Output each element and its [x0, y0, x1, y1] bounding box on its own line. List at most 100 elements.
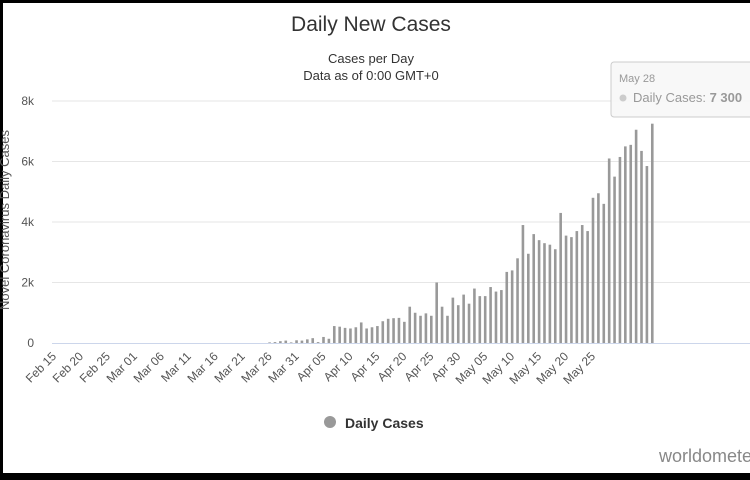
bar[interactable] — [532, 234, 536, 343]
tooltip-date: May 28 — [619, 73, 655, 85]
bar[interactable] — [586, 231, 589, 343]
chart-subtitle-line-1: Cases per Day — [328, 51, 414, 66]
bar[interactable] — [553, 249, 557, 343]
frame-bottom-border — [0, 473, 750, 480]
y-axis-ticks: 0 2k 4k 6k 8k — [21, 94, 35, 350]
bar[interactable] — [629, 144, 633, 343]
bar[interactable] — [392, 318, 395, 343]
bar[interactable] — [537, 240, 541, 343]
bar[interactable] — [591, 197, 595, 343]
bar[interactable] — [273, 342, 277, 343]
bar[interactable] — [268, 342, 271, 343]
bar[interactable] — [618, 156, 622, 343]
bar[interactable] — [456, 305, 460, 343]
bar[interactable] — [365, 328, 368, 343]
bar[interactable] — [624, 146, 627, 344]
tooltip-value: Daily Cases: 7 300 — [633, 90, 742, 105]
legend[interactable]: Daily Cases — [324, 415, 424, 431]
y-tick-label: 0 — [27, 336, 34, 350]
bar[interactable] — [413, 312, 417, 343]
bar[interactable] — [580, 225, 584, 343]
bar[interactable] — [650, 123, 654, 343]
y-tick-label: 4k — [21, 215, 35, 229]
bar[interactable] — [343, 327, 347, 344]
bar[interactable] — [316, 342, 320, 343]
bar[interactable] — [597, 193, 600, 343]
bar[interactable] — [645, 166, 649, 343]
x-tick-label: Mar 06 — [131, 349, 168, 386]
x-tick-label: Apr 10 — [321, 349, 356, 384]
bar[interactable] — [473, 288, 476, 343]
bar[interactable] — [548, 244, 552, 343]
bar[interactable] — [462, 294, 465, 343]
bar[interactable] — [640, 150, 643, 343]
bar[interactable] — [602, 203, 606, 343]
bar[interactable] — [489, 287, 492, 343]
tooltip-box — [610, 61, 750, 118]
bar[interactable] — [494, 291, 498, 343]
bar[interactable] — [559, 212, 562, 343]
x-tick-label: Apr 15 — [348, 349, 383, 384]
bar[interactable] — [478, 296, 482, 343]
gridlines — [52, 100, 750, 283]
bar[interactable] — [295, 340, 298, 343]
bar[interactable] — [505, 271, 509, 343]
bar[interactable] — [521, 225, 525, 343]
tooltip: May 28 Daily Cases: 7 300 — [610, 61, 750, 118]
bar[interactable] — [510, 270, 514, 343]
y-tick-label: 6k — [21, 155, 35, 169]
bar[interactable] — [376, 326, 379, 343]
y-tick-label: 8k — [21, 94, 35, 108]
frame-top-border — [0, 0, 750, 3]
bar[interactable] — [500, 290, 503, 343]
legend-marker — [324, 416, 336, 428]
bar[interactable] — [467, 303, 471, 343]
bar[interactable] — [408, 306, 412, 343]
bar[interactable] — [613, 176, 616, 344]
bar[interactable] — [327, 338, 331, 343]
frame-left-border — [0, 0, 3, 480]
tooltip-series-marker — [619, 94, 627, 102]
bar[interactable] — [634, 129, 638, 343]
bar[interactable] — [322, 336, 325, 343]
brand-logo: worldometers — [658, 446, 750, 466]
bar[interactable] — [446, 315, 449, 343]
bar[interactable] — [419, 315, 422, 343]
y-tick-label: 2k — [21, 276, 35, 290]
bar[interactable] — [370, 327, 374, 343]
bar[interactable] — [403, 321, 406, 343]
bar[interactable] — [306, 339, 309, 343]
y-axis-label: Novel Coronavirus Daily Cases — [0, 130, 12, 310]
bar[interactable] — [354, 327, 358, 343]
bar[interactable] — [349, 328, 352, 343]
bar[interactable] — [289, 342, 293, 343]
bar[interactable] — [397, 317, 401, 343]
bar[interactable] — [430, 315, 433, 343]
bar[interactable] — [386, 318, 390, 343]
bar[interactable] — [359, 322, 363, 343]
bar[interactable] — [575, 231, 579, 343]
bar[interactable] — [440, 306, 444, 343]
bar[interactable] — [564, 235, 568, 343]
x-tick-label: Mar 31 — [265, 349, 302, 386]
bar[interactable] — [381, 321, 385, 343]
x-tick-label: Apr 25 — [402, 349, 437, 384]
bar[interactable] — [527, 253, 530, 343]
legend-label: Daily Cases — [345, 415, 424, 431]
bar[interactable] — [607, 158, 611, 343]
bar[interactable] — [543, 243, 546, 343]
bar[interactable] — [338, 326, 341, 343]
chart-title: Daily New Cases — [291, 13, 451, 36]
bar[interactable] — [300, 340, 304, 343]
bar[interactable] — [435, 282, 438, 344]
bar[interactable] — [284, 340, 288, 343]
bar[interactable] — [483, 296, 487, 343]
bar[interactable] — [570, 237, 573, 344]
bar[interactable] — [279, 341, 282, 343]
bar[interactable] — [424, 313, 428, 343]
bar[interactable] — [332, 326, 336, 343]
bar[interactable] — [516, 258, 519, 343]
bar[interactable] — [311, 338, 315, 343]
bar[interactable] — [451, 297, 455, 344]
